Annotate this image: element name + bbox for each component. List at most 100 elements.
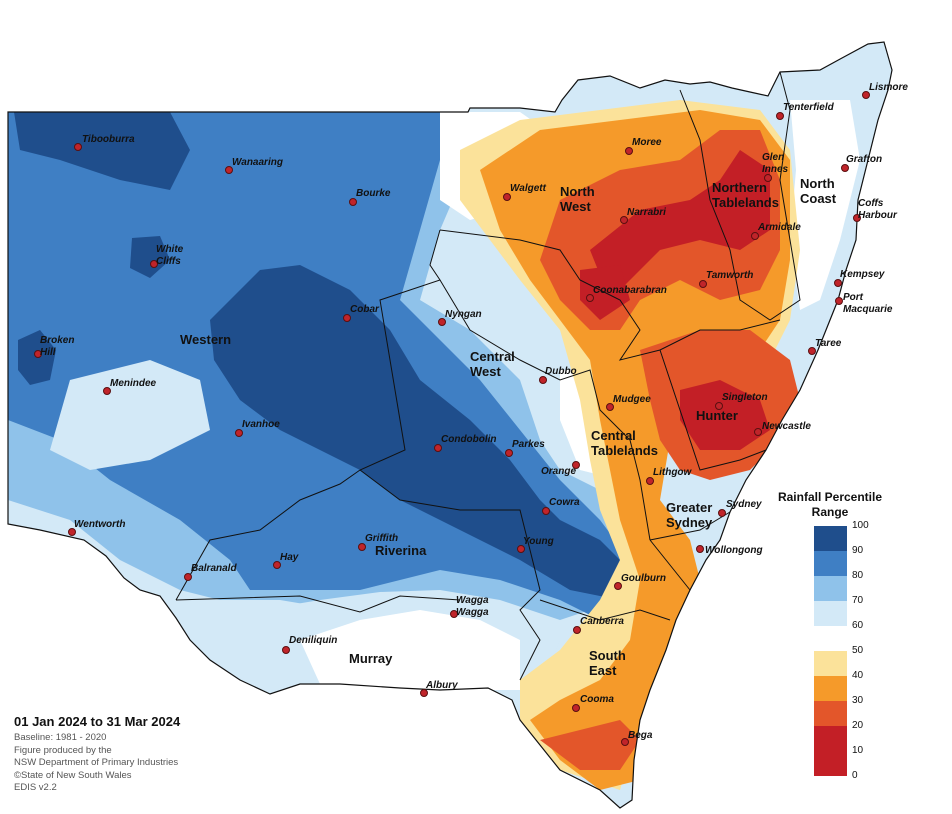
town-labels: Tibooburra Wanaaring Bourke White Cliffs … (40, 82, 908, 741)
town-label: Dubbo (545, 366, 577, 377)
town-marker (503, 193, 511, 201)
band-10-20-hunter (680, 380, 770, 450)
town-label: Wagga Wagga (456, 595, 489, 618)
town-label: Cooma (580, 694, 614, 705)
town-label: Cobar (350, 304, 380, 315)
town-label: Lismore (869, 82, 908, 93)
band-90-100-cliffs (130, 236, 170, 278)
region-label-north-coast: North Coast (800, 176, 837, 206)
legend-tick-label: 10 (852, 745, 864, 756)
town-label: Canberra (580, 616, 624, 627)
town-label: Lithgow (653, 467, 693, 478)
band-50-60-northcoast (790, 100, 860, 310)
town-marker (625, 147, 633, 155)
town-marker (434, 444, 442, 452)
legend-tick-label: 20 (852, 720, 864, 731)
town-marker (539, 376, 547, 384)
region-labels: Western Central West North West Northern Ta… (180, 176, 837, 678)
boundary-northwest (439, 229, 781, 361)
legend-tick-label: 30 (852, 695, 864, 706)
town-marker (835, 297, 843, 305)
town-marker (572, 704, 580, 712)
town-marker (620, 216, 628, 224)
boundary-southeast (539, 599, 671, 621)
legend-tick-label: 100 (852, 520, 869, 531)
legend-title: Rainfall Percentile Range (777, 490, 883, 519)
town-marker (614, 582, 622, 590)
map-footer: 01 Jan 2024 to 31 Mar 2024 Baseline: 198… (14, 714, 180, 795)
town-label: Kempsey (840, 269, 885, 280)
town-marker (184, 573, 192, 581)
town-label: White Cliffs (156, 244, 184, 267)
version-label: EDIS v2.2 (14, 782, 57, 793)
band-90-100-core (210, 265, 630, 600)
town-marker (103, 387, 111, 395)
legend-swatch (814, 751, 847, 776)
town-marker (450, 610, 458, 618)
town-label: Mudgee (613, 394, 651, 405)
town-label: Parkes (512, 439, 545, 450)
town-marker (751, 232, 759, 240)
legend-swatch (814, 551, 847, 576)
legend-swatch (814, 676, 847, 701)
town-marker (438, 318, 446, 326)
region-label-murray: Murray (349, 651, 393, 666)
period-label: 01 Jan 2024 to 31 Mar 2024 (14, 714, 181, 729)
town-marker (74, 143, 82, 151)
town-marker (150, 260, 158, 268)
town-label: Armidale (757, 222, 801, 233)
town-label: Nyngan (445, 309, 482, 320)
town-label: Bourke (356, 188, 391, 199)
town-marker (621, 738, 629, 746)
town-label: Bega (628, 730, 653, 741)
town-marker (225, 166, 233, 174)
town-marker (572, 461, 580, 469)
nsw-state-outline (7, 41, 893, 809)
department-label: NSW Department of Primary Industries (14, 757, 179, 768)
town-label: Walgett (510, 183, 547, 194)
legend-swatch (814, 701, 847, 726)
town-label: Tamworth (706, 270, 753, 281)
town-marker (764, 174, 772, 182)
town-label: Balranald (191, 563, 237, 574)
producer-line: Figure produced by the (14, 744, 112, 756)
legend-tick-label: 50 (852, 645, 864, 656)
town-marker (68, 528, 76, 536)
town-label: Griffith (365, 533, 398, 544)
band-90-100-north (14, 112, 190, 190)
town-label: Cowra (549, 497, 580, 508)
town-marker (754, 428, 762, 436)
legend-tick-label: 90 (852, 545, 864, 556)
band-50-60-south (300, 610, 520, 690)
region-label-riverina: Riverina (375, 543, 427, 558)
town-marker (517, 545, 525, 553)
legend-swatch (814, 526, 847, 551)
town-marker (420, 689, 428, 697)
band-10-20-north (590, 150, 770, 300)
town-marker (34, 350, 42, 358)
town-label: Tenterfield (783, 102, 835, 113)
town-label: Condobolin (441, 434, 497, 445)
boundary-northtablelands (679, 71, 801, 321)
town-marker (235, 429, 243, 437)
legend-color-bar (814, 526, 847, 776)
town-marker (776, 112, 784, 120)
town-label: Hay (280, 552, 299, 563)
town-label: Broken Hill (40, 335, 74, 358)
legend-tick-label: 0 (852, 770, 858, 781)
boundary-hunter (659, 349, 767, 471)
region-label-northern-tablelands: Northern Tablelands (712, 180, 779, 210)
town-marker (699, 280, 707, 288)
legend-tick-label: 60 (852, 620, 864, 631)
town-label: Deniliquin (289, 635, 337, 646)
legend-tick-label: 40 (852, 670, 864, 681)
town-marker (853, 214, 861, 222)
region-label-south-east: South East (589, 648, 626, 678)
town-marker (646, 477, 654, 485)
town-marker (718, 509, 726, 517)
town-marker (715, 402, 723, 410)
town-label: Albury (425, 680, 458, 691)
town-marker (862, 91, 870, 99)
